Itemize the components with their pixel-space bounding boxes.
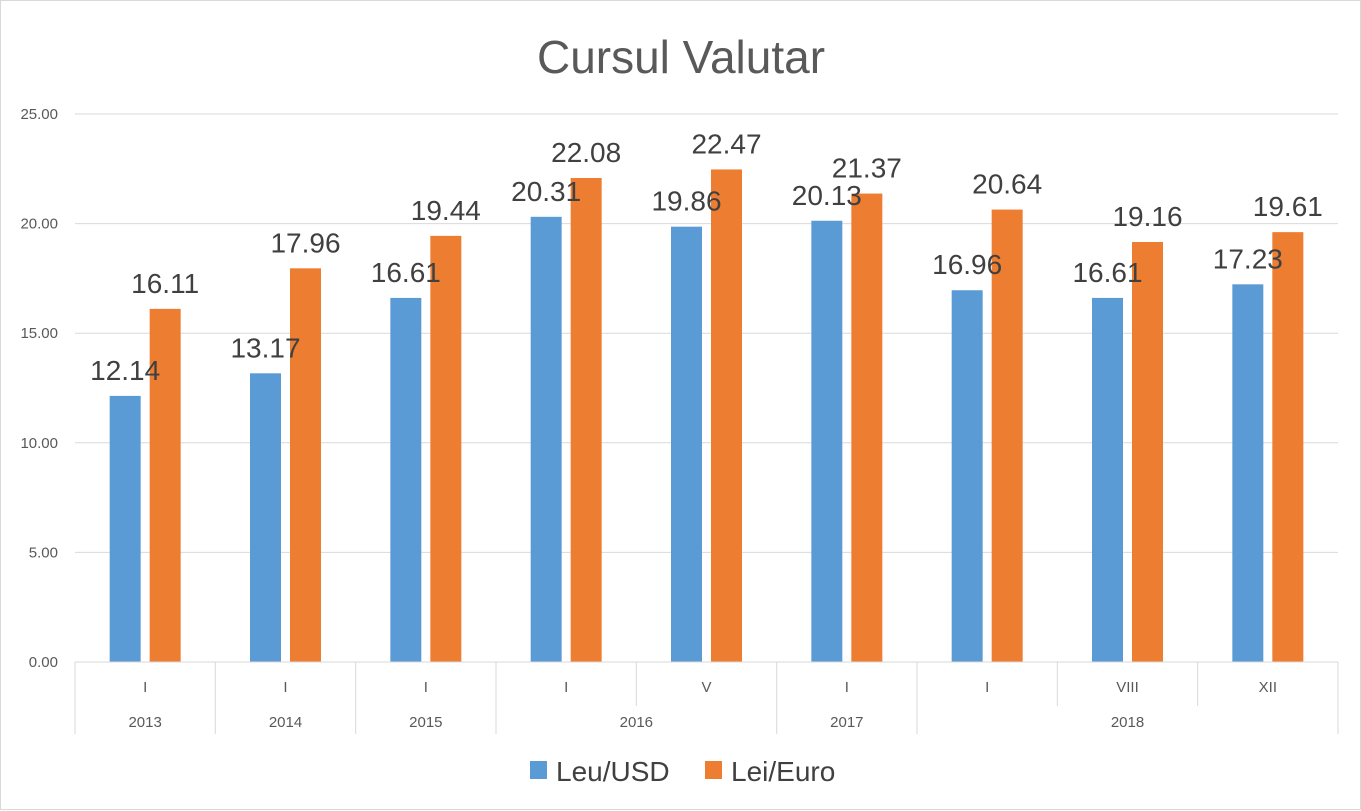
bar-leu-usd-4 <box>671 226 702 662</box>
x-tick-label: I <box>283 679 287 696</box>
y-tick-label: 20.00 <box>20 216 58 233</box>
bar-lei-euro-4 <box>711 169 742 663</box>
data-label: 16.61 <box>1072 257 1142 288</box>
x-group-label: 2015 <box>409 714 442 731</box>
y-tick-label: 15.00 <box>20 325 58 342</box>
bar-leu-usd-8 <box>1232 284 1264 662</box>
data-label: 20.31 <box>511 176 581 207</box>
x-group-label: 2018 <box>1111 714 1144 731</box>
x-tick-label: I <box>424 679 428 696</box>
x-tick-label: V <box>701 679 711 696</box>
legend-swatch <box>530 761 547 779</box>
data-label: 19.61 <box>1253 191 1323 222</box>
data-label: 19.86 <box>651 186 721 217</box>
bar-leu-usd-5 <box>811 220 843 662</box>
bar-lei-euro-7 <box>1132 242 1163 662</box>
bar-leu-usd-3 <box>530 216 562 662</box>
data-labels: 12.14 13.17 16.61 20.31 19.86 20.13 16.96 16.61… <box>90 128 1323 385</box>
legend: Leu/USD Lei/Euro <box>530 756 835 787</box>
x-tick-label: VIII <box>1116 679 1139 696</box>
chart-title: Cursul Valutar <box>537 31 825 83</box>
x-tick-label: I <box>985 679 989 696</box>
data-label: 12.14 <box>90 355 160 386</box>
x-group-label: 2017 <box>830 714 863 731</box>
x-group-label: 2013 <box>128 714 161 731</box>
data-label: 16.61 <box>371 257 441 288</box>
bar-lei-euro-6 <box>991 209 1023 662</box>
data-label: 22.08 <box>551 137 621 168</box>
bar-leu-usd-0 <box>109 395 141 662</box>
x-tick-label: I <box>845 679 849 696</box>
bars <box>109 169 1304 663</box>
x-axis: I I I I V I I VIII XII 2013 2014 2015 2016 2017 2018 <box>74 661 1339 734</box>
legend-swatch <box>705 761 722 779</box>
bar-leu-usd-6 <box>951 290 983 662</box>
x-tick-label: XII <box>1259 679 1277 696</box>
data-label: 17.96 <box>270 227 340 258</box>
data-label: 13.17 <box>230 332 300 363</box>
bar-lei-euro-5 <box>851 193 883 663</box>
data-label: 16.96 <box>932 249 1002 280</box>
bar-lei-euro-0 <box>149 308 181 662</box>
y-tick-label: 10.00 <box>20 435 58 452</box>
bar-leu-usd-2 <box>390 297 422 662</box>
legend-label: Lei/Euro <box>731 756 835 787</box>
bar-lei-euro-8 <box>1272 232 1304 662</box>
legend-label: Leu/USD <box>556 756 670 787</box>
y-tick-label: 5.00 <box>29 544 58 561</box>
bar-leu-usd-7 <box>1092 297 1123 662</box>
x-group-label: 2016 <box>620 714 653 731</box>
bar-leu-usd-1 <box>250 373 281 662</box>
data-label: 21.37 <box>832 153 902 184</box>
y-tick-label: 0.00 <box>29 654 58 671</box>
data-label: 22.47 <box>691 128 761 159</box>
bar-lei-euro-3 <box>570 178 602 662</box>
data-label: 17.23 <box>1213 243 1283 274</box>
x-group-label: 2014 <box>269 714 302 731</box>
y-axis: 0.00 5.00 10.00 15.00 20.00 25.00 <box>20 106 58 671</box>
bar-lei-euro-2 <box>430 235 462 663</box>
data-label: 19.44 <box>411 195 481 226</box>
data-label: 20.64 <box>972 169 1042 200</box>
x-tick-label: I <box>564 679 568 696</box>
data-label: 20.13 <box>792 180 862 211</box>
data-label: 16.11 <box>131 268 199 299</box>
y-tick-label: 25.00 <box>20 106 58 123</box>
data-label: 19.16 <box>1112 201 1182 232</box>
x-tick-label: I <box>143 679 147 696</box>
bar-lei-euro-1 <box>290 268 321 662</box>
